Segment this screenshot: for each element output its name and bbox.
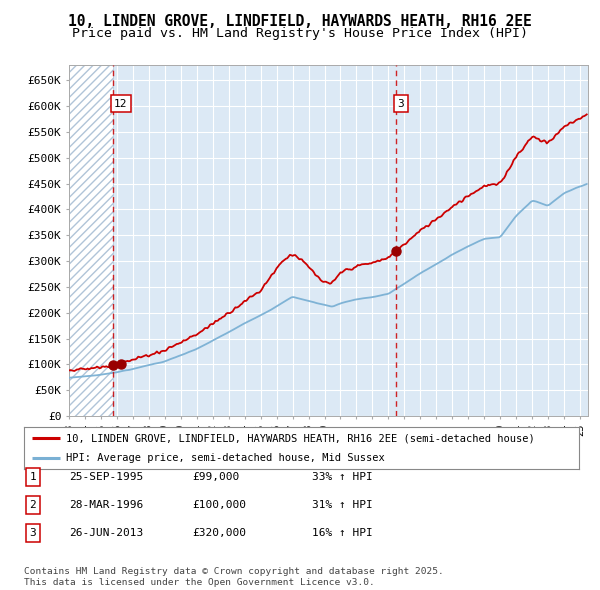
Text: 10, LINDEN GROVE, LINDFIELD, HAYWARDS HEATH, RH16 2EE: 10, LINDEN GROVE, LINDFIELD, HAYWARDS HE… — [68, 14, 532, 30]
Text: HPI: Average price, semi-detached house, Mid Sussex: HPI: Average price, semi-detached house,… — [65, 453, 385, 463]
Text: Price paid vs. HM Land Registry's House Price Index (HPI): Price paid vs. HM Land Registry's House … — [72, 27, 528, 40]
Text: 3: 3 — [29, 529, 37, 538]
Text: £100,000: £100,000 — [192, 500, 246, 510]
Text: 1: 1 — [29, 472, 37, 481]
Bar — [69, 65, 113, 416]
Text: 25-SEP-1995: 25-SEP-1995 — [69, 472, 143, 481]
Text: 10, LINDEN GROVE, LINDFIELD, HAYWARDS HEATH, RH16 2EE (semi-detached house): 10, LINDEN GROVE, LINDFIELD, HAYWARDS HE… — [65, 433, 535, 443]
Text: 33% ↑ HPI: 33% ↑ HPI — [312, 472, 373, 481]
Text: 28-MAR-1996: 28-MAR-1996 — [69, 500, 143, 510]
Text: £320,000: £320,000 — [192, 529, 246, 538]
Text: 31% ↑ HPI: 31% ↑ HPI — [312, 500, 373, 510]
Text: 2: 2 — [29, 500, 37, 510]
Text: 3: 3 — [398, 99, 404, 109]
Text: 12: 12 — [114, 99, 128, 109]
Text: Contains HM Land Registry data © Crown copyright and database right 2025.
This d: Contains HM Land Registry data © Crown c… — [24, 566, 444, 588]
Text: £99,000: £99,000 — [192, 472, 239, 481]
Text: 16% ↑ HPI: 16% ↑ HPI — [312, 529, 373, 538]
Text: 26-JUN-2013: 26-JUN-2013 — [69, 529, 143, 538]
